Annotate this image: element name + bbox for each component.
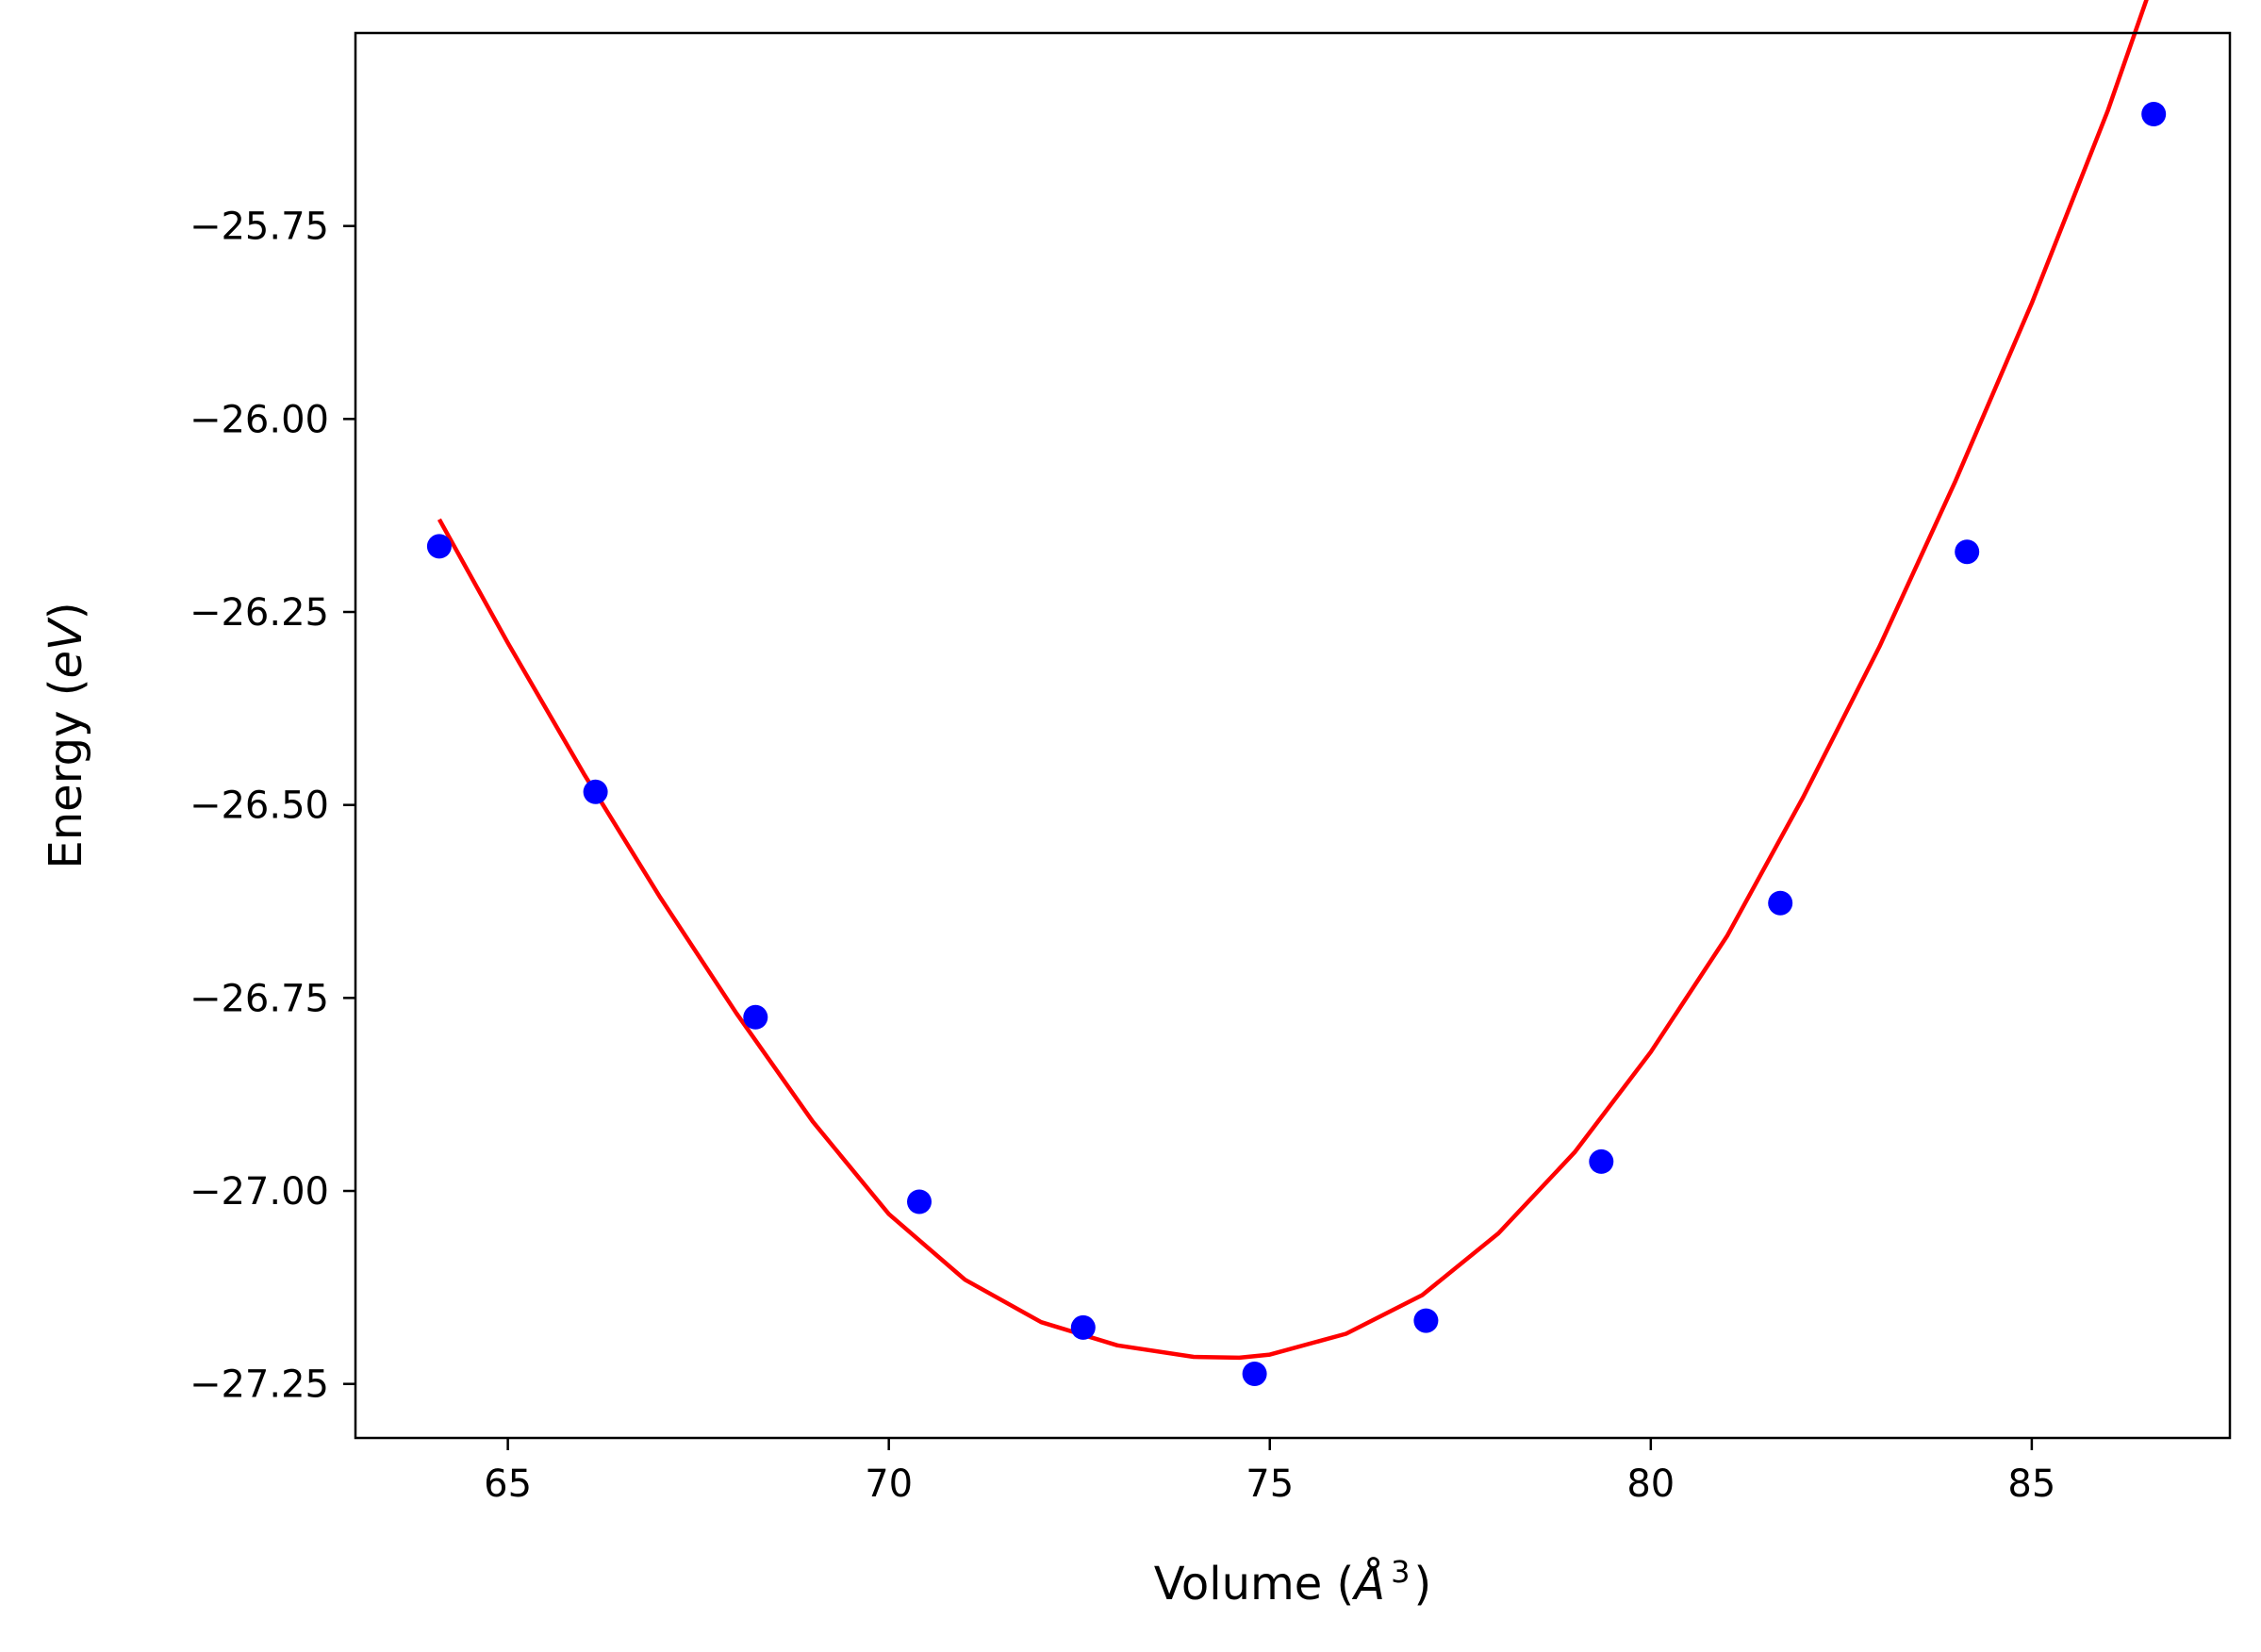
y-tick-label: −25.75 <box>190 206 329 249</box>
x-axis-label-exponent: 3 <box>1391 1554 1410 1590</box>
y-tick-label: −26.50 <box>190 785 329 828</box>
data-point <box>1589 1148 1614 1174</box>
y-tick-label: −26.25 <box>190 591 329 635</box>
tick-layer: 65 70 75 80 85 −25.75 −26.00 −26.25 −26.50 −26.75… <box>190 206 2055 1506</box>
x-tick-label: 85 <box>2007 1462 2055 1506</box>
y-tick-label: −26.75 <box>190 977 329 1020</box>
plot-layer <box>426 0 2167 1386</box>
x-tick-label: 65 <box>484 1462 532 1506</box>
x-axis-label-suffix: ) <box>1413 1558 1431 1611</box>
x-axis-label: Volume (Å 3) <box>1154 1554 1431 1611</box>
y-axis-label-suffix: ) <box>40 602 92 620</box>
y-axis-label-unit: eV <box>40 617 92 679</box>
x-tick-label: 75 <box>1246 1462 1294 1506</box>
axes-frame <box>354 31 2232 1440</box>
data-point <box>1413 1308 1439 1333</box>
data-point <box>743 1004 768 1030</box>
data-point <box>1070 1314 1096 1340</box>
data-point <box>2141 102 2167 126</box>
y-tick-label: −27.25 <box>190 1363 329 1407</box>
data-point <box>1242 1362 1267 1386</box>
data-point <box>907 1189 932 1214</box>
x-tick-label: 80 <box>1626 1462 1675 1506</box>
y-tick-label: −26.00 <box>190 398 329 441</box>
data-point <box>1768 890 1793 916</box>
data-point <box>1955 539 1980 565</box>
data-point <box>426 534 452 559</box>
y-axis-label: Energy (eV) <box>40 602 92 868</box>
data-point <box>583 779 608 804</box>
x-axis-label-symbol: Å <box>1351 1557 1385 1611</box>
fit-curve <box>437 0 2149 1361</box>
x-axis-label-prefix: Volume ( <box>1154 1558 1355 1611</box>
y-axis-label-prefix: Energy ( <box>40 679 92 869</box>
y-tick-label: −27.00 <box>190 1170 329 1214</box>
x-tick-label: 70 <box>865 1462 913 1506</box>
